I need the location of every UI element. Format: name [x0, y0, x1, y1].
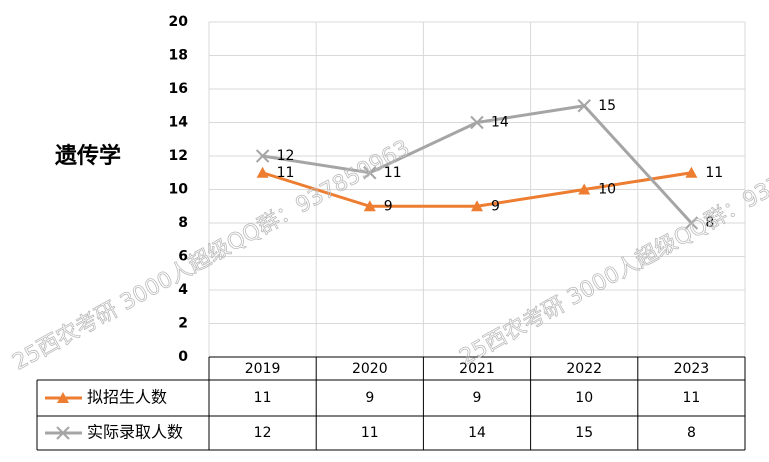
data-label: 11 [277, 165, 295, 181]
table-cell: 12 [254, 425, 272, 441]
data-label: 11 [384, 165, 402, 181]
y-tick-label: 18 [169, 48, 188, 64]
data-label: 10 [598, 182, 616, 198]
x-tick-label: 2022 [566, 361, 602, 377]
x-tick-label: 2023 [674, 361, 710, 377]
marker [57, 392, 69, 403]
marker [363, 200, 376, 212]
marker [255, 149, 270, 163]
table-cell: 8 [687, 425, 696, 441]
data-label: 8 [705, 215, 714, 231]
y-tick-label: 4 [178, 282, 188, 298]
table-cell: 14 [468, 425, 486, 441]
y-tick-label: 14 [169, 115, 189, 131]
table-cell: 15 [575, 425, 593, 441]
y-tick-label: 16 [169, 81, 188, 97]
table-cell: 9 [473, 390, 482, 406]
x-tick-label: 2020 [352, 361, 388, 377]
marker [256, 166, 269, 178]
marker [577, 99, 591, 113]
table-cell: 11 [361, 425, 379, 441]
legend-label: 拟招生人数 [87, 388, 167, 407]
y-tick-label: 20 [169, 14, 189, 30]
marker [363, 166, 377, 180]
data-label: 15 [598, 98, 616, 114]
chart-title: 遗传学 [54, 143, 121, 169]
data-label: 12 [277, 148, 295, 164]
data-label: 11 [705, 165, 723, 181]
y-tick-label: 12 [169, 148, 188, 164]
y-tick-label: 0 [178, 349, 188, 365]
marker [56, 426, 70, 440]
y-tick-label: 8 [178, 215, 188, 231]
marker [684, 216, 699, 230]
table-cell: 9 [365, 390, 374, 406]
marker [578, 183, 591, 195]
data-label: 9 [491, 198, 500, 214]
data-label: 14 [491, 115, 509, 131]
marker [470, 115, 484, 130]
x-tick-label: 2021 [459, 361, 495, 377]
table-cell: 10 [575, 390, 593, 406]
legend-label: 实际录取人数 [87, 423, 183, 442]
table-cell: 11 [682, 390, 700, 406]
y-tick-label: 6 [178, 249, 188, 265]
data-label: 9 [384, 198, 393, 214]
marker [685, 166, 698, 178]
y-tick-label: 2 [178, 316, 188, 332]
marker [471, 200, 483, 212]
y-tick-label: 10 [169, 182, 189, 198]
x-tick-label: 2019 [245, 361, 281, 377]
table-cell: 11 [254, 390, 272, 406]
